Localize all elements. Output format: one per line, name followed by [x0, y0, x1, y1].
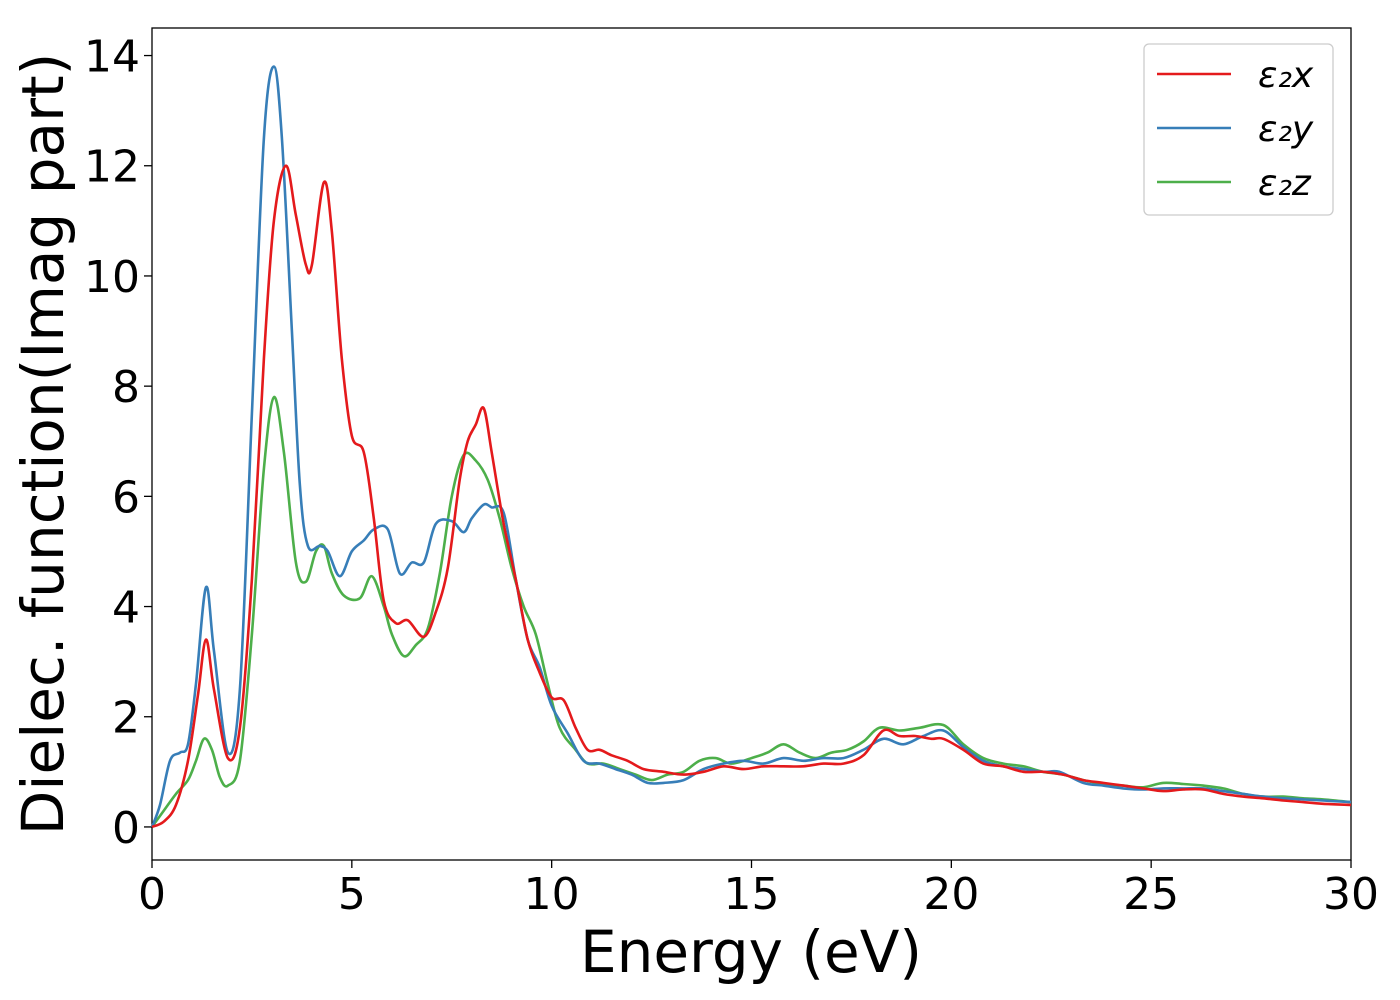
series-line: [151, 164, 1352, 829]
y-tick-label: 6: [112, 472, 140, 523]
x-axis-label: Energy (eV): [580, 918, 922, 986]
y-tick-label: 4: [112, 583, 140, 634]
x-tick-label: 0: [138, 869, 166, 920]
y-tick-label: 10: [84, 252, 140, 303]
y-tick-label: 0: [112, 803, 140, 854]
x-tick-label: 25: [1123, 869, 1179, 920]
axis-ticks: 0 5 10 15 20 25 30 0 2 4 6 8 10 12 14: [84, 32, 1379, 920]
x-tick-label: 30: [1323, 869, 1379, 920]
y-tick-label: 12: [84, 142, 140, 193]
y-tick-label: 14: [84, 32, 140, 83]
x-tick-label: 5: [338, 869, 366, 920]
legend-label: ε₂x: [1258, 55, 1314, 96]
y-axis-label: Dielec. function(Imag part): [9, 53, 77, 836]
legend-label: ε₂y: [1258, 109, 1314, 150]
y-tick-label: 2: [112, 693, 140, 744]
legend: ε₂x ε₂y ε₂z: [1143, 43, 1334, 216]
series-lines: [150, 65, 1352, 829]
legend-box: [1143, 43, 1334, 216]
x-tick-label: 15: [724, 869, 780, 920]
x-tick-label: 10: [524, 869, 580, 920]
y-tick-label: 8: [112, 362, 140, 413]
x-tick-label: 20: [923, 869, 979, 920]
legend-label: ε₂z: [1258, 163, 1312, 204]
